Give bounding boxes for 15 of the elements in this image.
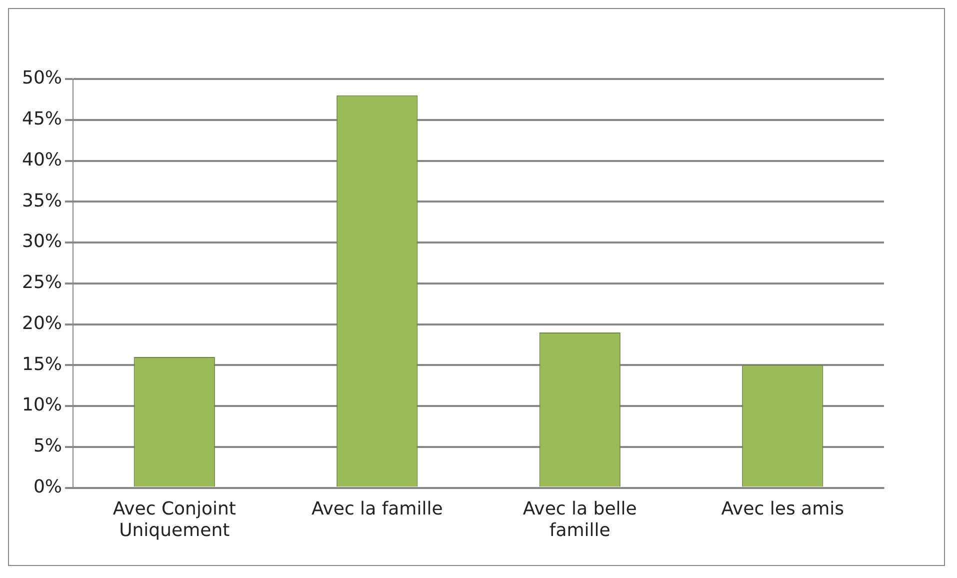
x-tick-label: Avec Conjoint Uniquement — [112, 498, 236, 541]
y-tick-label: 40% — [22, 149, 62, 170]
y-tick-label: 50% — [22, 68, 62, 89]
y-tick-label: 20% — [22, 312, 62, 334]
y-tick-label: 30% — [22, 231, 62, 252]
y-tick-label: 0% — [33, 476, 62, 498]
y-tick-label: 15% — [22, 354, 62, 375]
x-tick-label: Avec la belle famille — [522, 498, 637, 541]
x-tick-label: Avec la famille — [311, 498, 443, 520]
x-tick-label: Avec les amis — [721, 498, 844, 520]
y-tick-label: 25% — [22, 272, 62, 294]
y-tick-label: 45% — [22, 108, 62, 130]
y-tick-label: 35% — [22, 190, 62, 212]
y-tick-label: 10% — [22, 394, 62, 416]
y-tick-label: 5% — [33, 436, 62, 457]
